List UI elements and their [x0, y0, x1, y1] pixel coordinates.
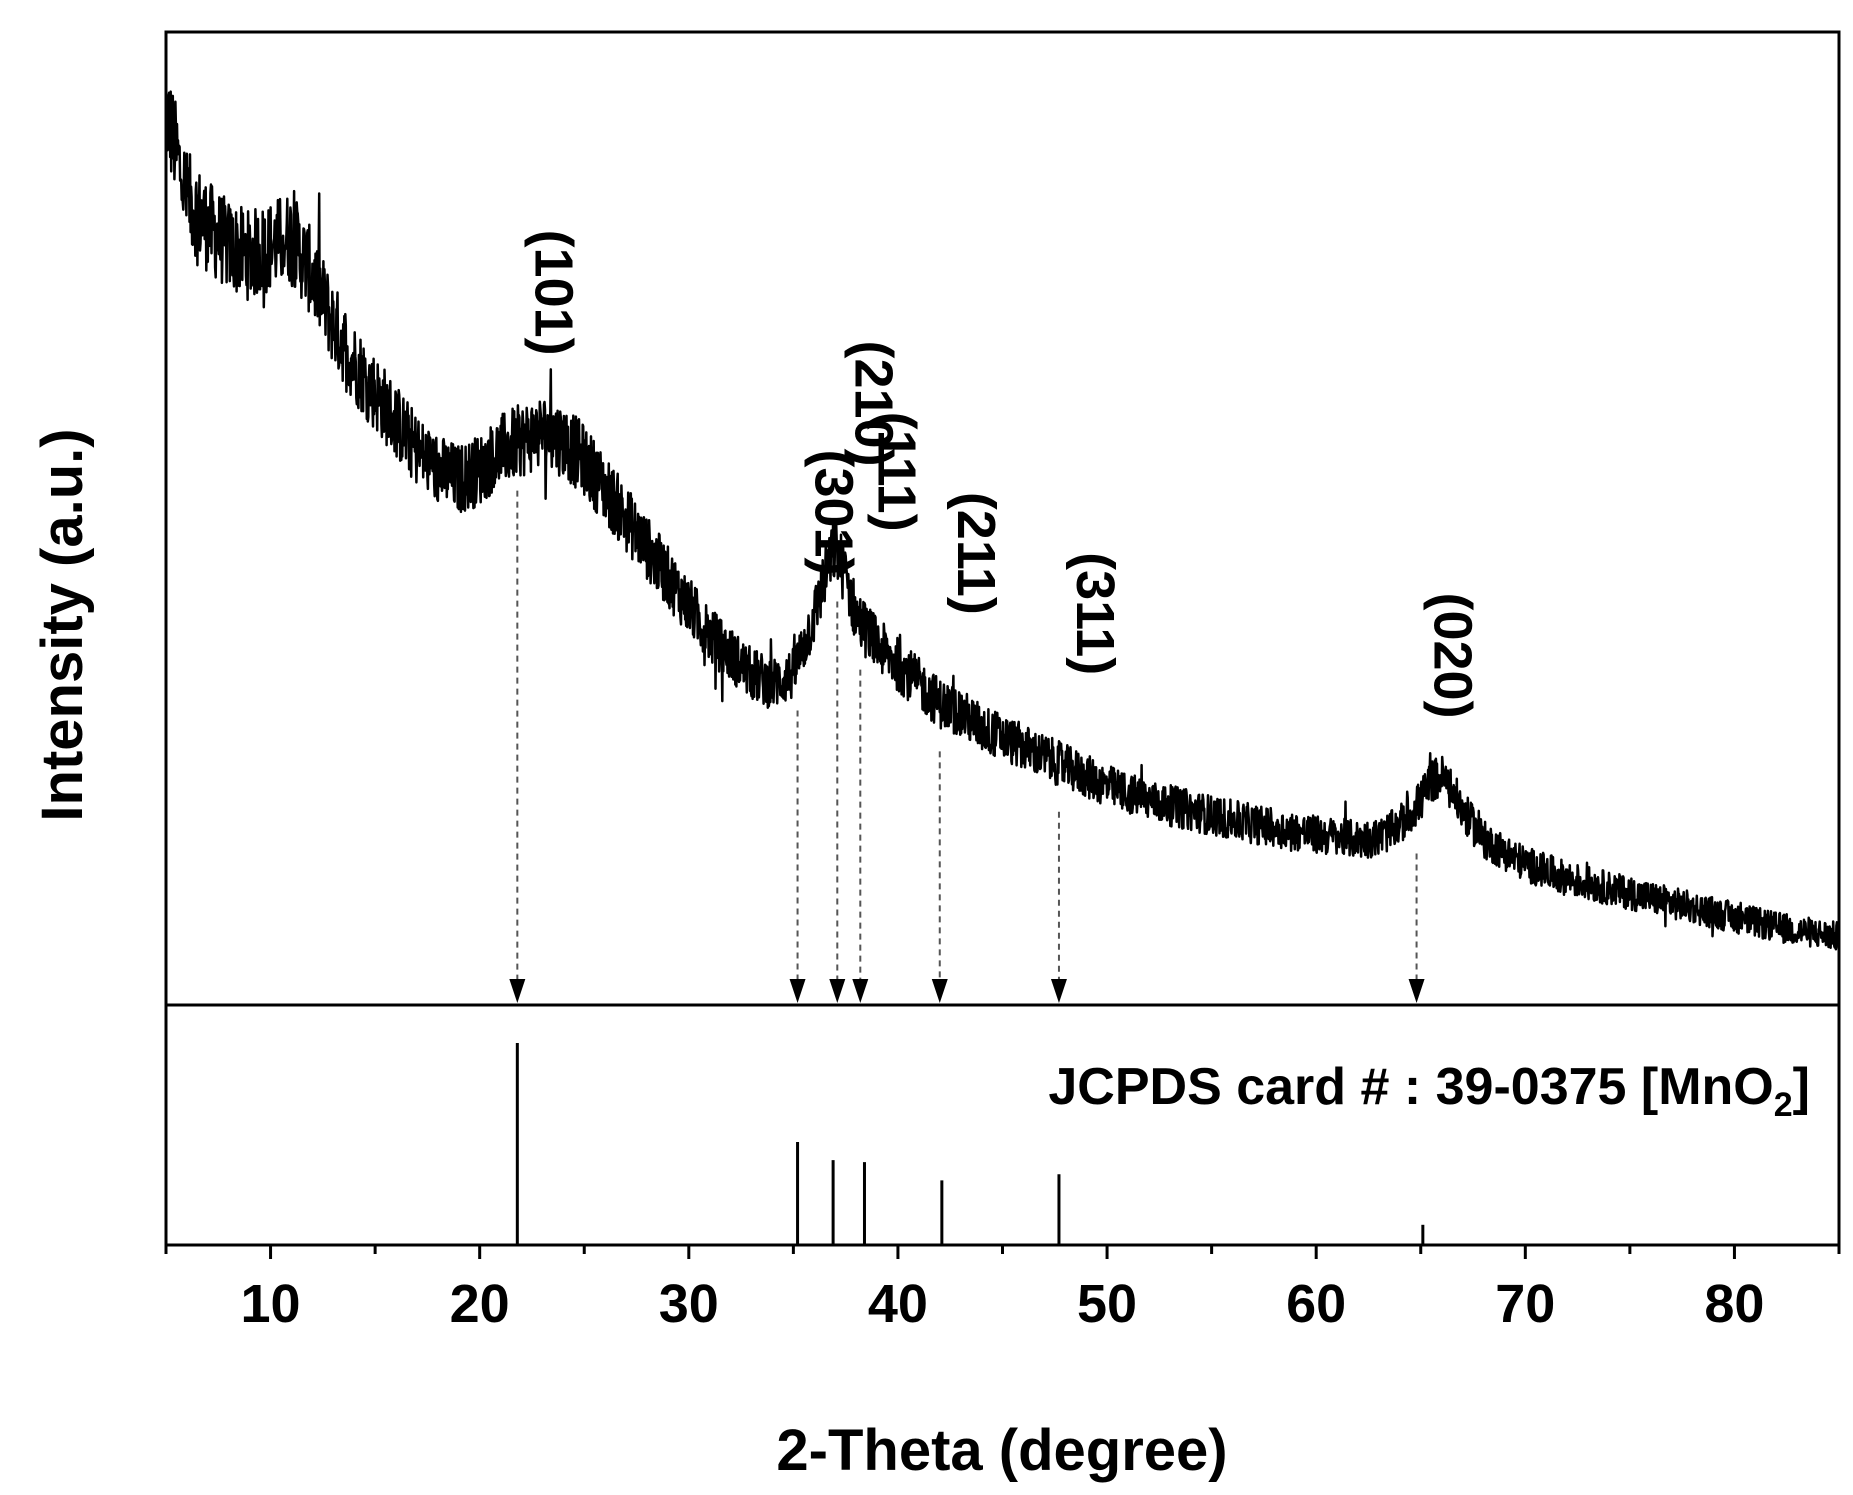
peak-arrow — [1408, 979, 1425, 1003]
peak-label: (211) — [946, 492, 1006, 615]
peak-label: (210) — [843, 340, 903, 466]
reference-card-label: JCPDS card # : 39-0375 [MnO2] — [1048, 1058, 1810, 1124]
peak-markers: (101) (301)(210)(111) (211) (311) (020) — [509, 230, 1483, 1003]
x-tick-label: 10 — [241, 1274, 301, 1334]
peak-label: (020) — [1423, 593, 1483, 719]
peak-arrow — [852, 979, 869, 1003]
x-tick-label: 80 — [1704, 1274, 1764, 1334]
peak-arrow — [931, 979, 948, 1003]
x-axis-tick-labels: 10 20 30 40 50 60 70 80 — [241, 1274, 1765, 1334]
x-tick-label: 70 — [1495, 1274, 1555, 1334]
peak-label: (111) — [866, 412, 926, 532]
reference-lines — [515, 1043, 1425, 1245]
peak-arrow — [829, 979, 846, 1003]
x-tick-label: 40 — [868, 1274, 928, 1334]
x-tick-label: 20 — [450, 1274, 510, 1334]
peak-label: (301) — [804, 449, 864, 575]
x-tick-label: 60 — [1286, 1274, 1346, 1334]
peak-label: (101) — [523, 230, 583, 356]
peak-label: (311) — [1065, 552, 1125, 675]
peak-arrow — [789, 979, 806, 1003]
x-axis-ticks — [164, 1245, 1841, 1259]
xrd-pattern-line — [164, 90, 1841, 952]
peak-arrow — [509, 979, 526, 1003]
x-tick-label: 30 — [659, 1274, 719, 1334]
reference-panel-frame — [164, 1003, 1841, 1247]
x-axis-title: 2-Theta (degree) — [776, 1418, 1227, 1483]
x-tick-label: 50 — [1077, 1274, 1137, 1334]
y-axis-title: Intensity (a.u.) — [30, 428, 95, 821]
peak-arrow — [1050, 979, 1067, 1003]
